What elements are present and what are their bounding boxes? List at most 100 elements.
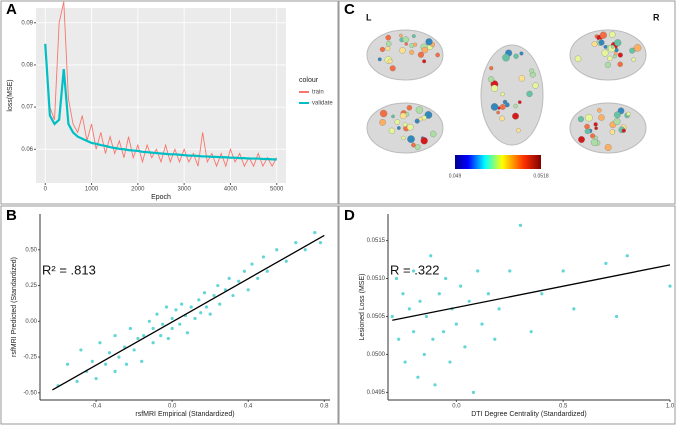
hemisphere-label: L — [366, 12, 372, 22]
hemisphere-label: R — [653, 12, 660, 22]
x-axis-title: Epoch — [151, 194, 171, 201]
point — [433, 383, 437, 387]
brain-node — [379, 109, 388, 118]
point — [216, 283, 220, 288]
brain-node — [411, 34, 416, 38]
brain-node — [415, 106, 424, 114]
point — [448, 360, 452, 364]
point — [394, 276, 399, 281]
brain-node — [499, 103, 506, 110]
point — [208, 312, 212, 316]
point — [185, 331, 189, 335]
brain-node — [631, 57, 636, 62]
brain — [480, 44, 544, 146]
point — [454, 322, 458, 326]
brain-node — [379, 46, 386, 53]
brain-node — [385, 46, 391, 51]
brain-node — [590, 133, 596, 139]
point — [318, 241, 323, 245]
brain-node — [496, 110, 500, 115]
brain-node — [387, 58, 393, 64]
x-tick-label: 1.0 — [666, 404, 675, 410]
brain-node — [518, 75, 526, 82]
x-tick-label: 4000 — [224, 187, 238, 193]
brain-node — [402, 122, 408, 127]
brain-node — [577, 116, 584, 123]
brain-node — [490, 103, 499, 111]
x-axis-title: DTI Degree Centrality (Standardized) — [471, 411, 587, 418]
point — [429, 254, 433, 258]
y-axis-title: loss(MSE) — [7, 79, 14, 111]
point — [529, 330, 533, 334]
point — [275, 248, 279, 252]
point — [199, 311, 203, 315]
point — [79, 348, 83, 352]
point — [294, 241, 298, 245]
point — [140, 359, 144, 363]
point — [75, 379, 79, 383]
brain-node — [502, 53, 510, 62]
point — [313, 231, 317, 235]
point — [412, 330, 416, 334]
point — [113, 334, 117, 338]
y-tick-label: 0.25 — [25, 283, 37, 289]
point — [90, 359, 94, 363]
y-tick-label: 0.50 — [25, 247, 37, 253]
point — [142, 334, 146, 338]
brain-node — [526, 90, 533, 98]
point — [431, 337, 435, 341]
y-tick-label: 0.0505 — [367, 314, 386, 320]
brain-node — [626, 111, 631, 116]
point — [403, 360, 407, 364]
point — [94, 376, 98, 381]
brain-node — [417, 51, 424, 58]
brain-node — [512, 112, 519, 120]
brain-node — [597, 108, 602, 113]
brain-node — [406, 123, 414, 131]
point — [128, 326, 132, 331]
brain-node — [633, 44, 642, 52]
point — [412, 269, 416, 273]
brain-node — [430, 130, 437, 138]
point — [614, 314, 619, 319]
point — [303, 248, 307, 252]
brain-node — [386, 40, 392, 47]
point — [486, 292, 491, 296]
y-tick-label: 0.00 — [25, 319, 37, 325]
point — [604, 261, 608, 265]
brain-node — [402, 36, 409, 43]
brain-node — [425, 38, 433, 46]
x-tick-label: 5000 — [270, 187, 284, 193]
x-tick-label: -0.4 — [91, 404, 102, 410]
panel-frame — [338, 205, 676, 425]
brain-node — [391, 114, 395, 119]
panel-label: D — [344, 207, 355, 224]
brain-node — [513, 53, 519, 59]
point — [212, 293, 216, 298]
annotation: R = .322 — [390, 262, 440, 277]
point — [397, 337, 401, 341]
brain-node — [499, 115, 505, 122]
brain-node — [574, 55, 582, 63]
point — [459, 284, 463, 288]
brain-node — [385, 34, 392, 41]
point — [463, 345, 467, 349]
point — [668, 284, 672, 288]
point — [444, 276, 448, 281]
point — [437, 292, 441, 296]
brain-node — [519, 51, 524, 56]
fit-line — [392, 264, 671, 321]
brain-node — [422, 59, 427, 64]
x-tick-label: 1000 — [85, 187, 99, 193]
x-axis-title: rsfMRI Empirical (Standardized) — [135, 411, 234, 418]
brain-node — [487, 76, 495, 83]
y-axis-title: rsfMRI Predicted (Standardized) — [11, 257, 18, 357]
point — [480, 322, 484, 326]
y-tick-label: 0.0510 — [367, 276, 386, 282]
brain-node — [604, 144, 612, 151]
brain-node — [396, 126, 401, 130]
brain-node — [414, 118, 420, 124]
brain-node — [516, 128, 521, 133]
brain-node — [424, 111, 433, 119]
